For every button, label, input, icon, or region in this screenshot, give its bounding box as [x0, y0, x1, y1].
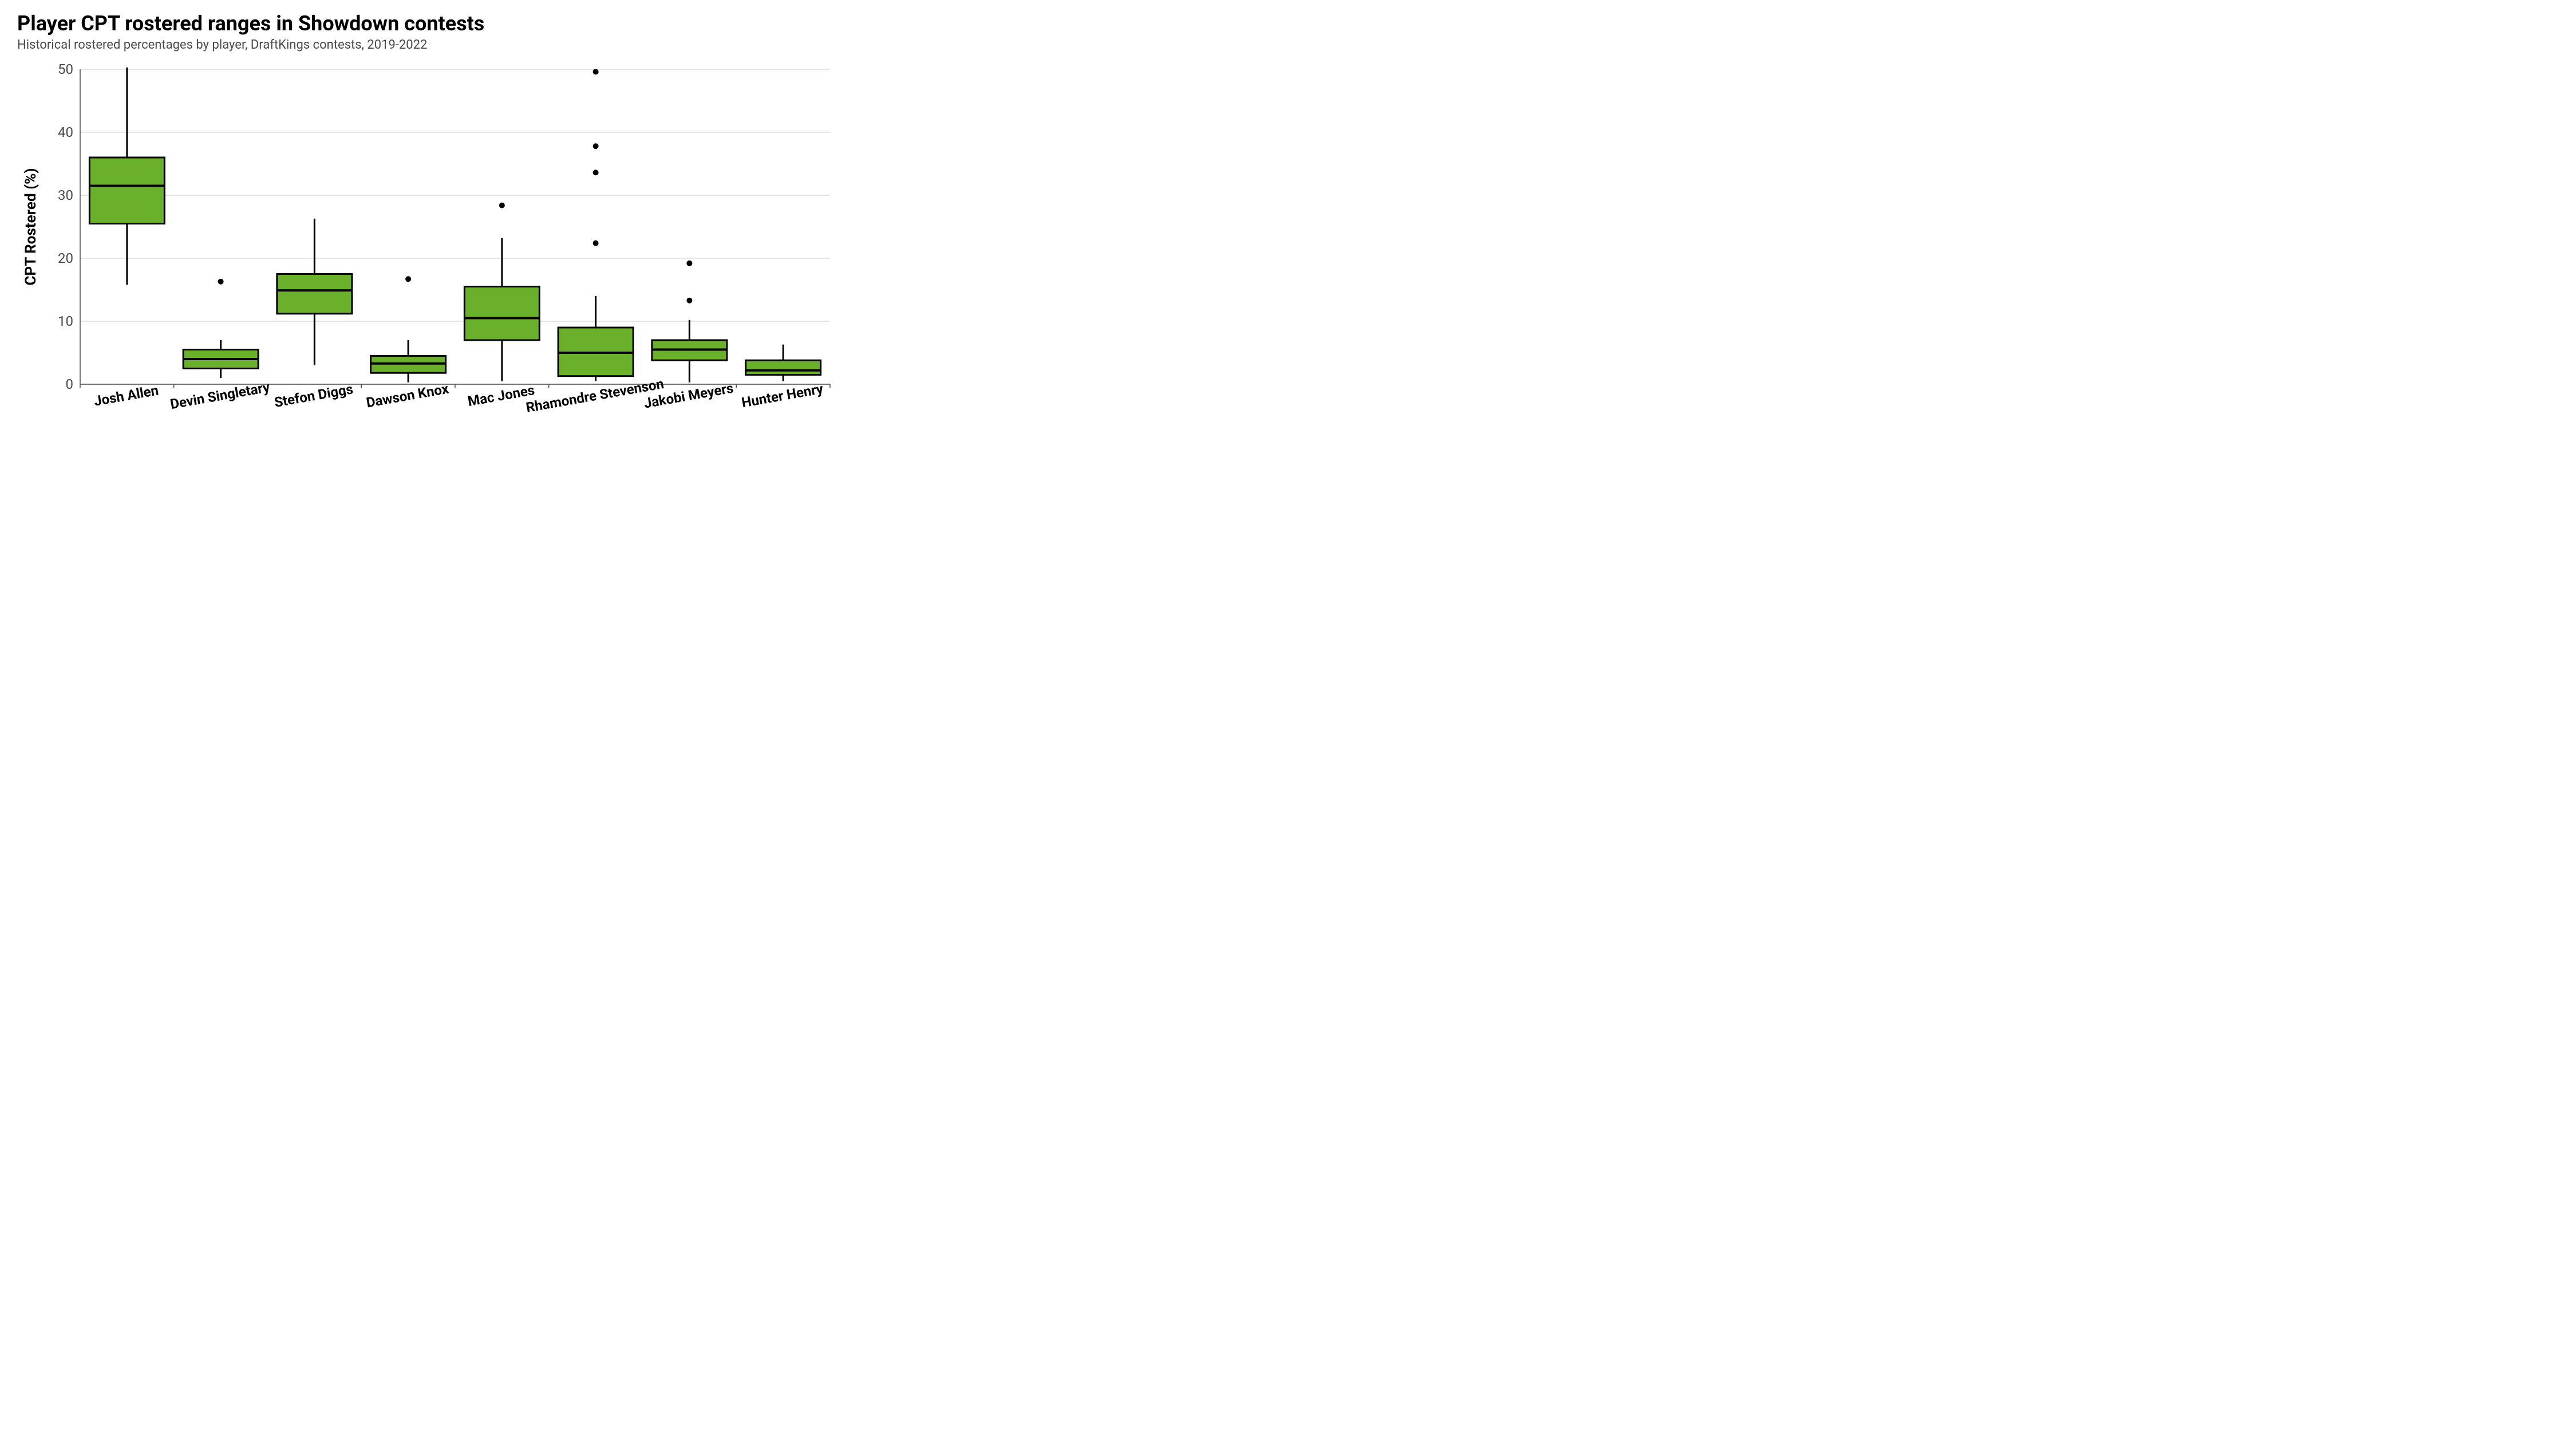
outlier-point — [593, 169, 599, 175]
y-tick-label: 50 — [58, 64, 73, 77]
x-tick-label: Stefon Diggs — [273, 381, 354, 411]
outlier-point — [499, 203, 505, 208]
x-tick-label: Josh Allen — [93, 382, 160, 409]
chart-container: 01020304050CPT Rostered (%)Josh AllenDev… — [17, 64, 841, 453]
y-tick-label: 20 — [58, 250, 73, 266]
x-tick-label: Dawson Knox — [365, 381, 451, 411]
outlier-point — [686, 298, 692, 303]
box — [277, 274, 352, 314]
box — [89, 157, 164, 224]
boxplot-chart: 01020304050CPT Rostered (%)Josh AllenDev… — [17, 64, 841, 453]
box — [746, 360, 821, 374]
chart-title: Player CPT rostered ranges in Showdown c… — [17, 11, 841, 36]
outlier-point — [593, 240, 599, 246]
outlier-point — [593, 143, 599, 149]
y-axis-label: CPT Rostered (%) — [22, 168, 39, 285]
y-tick-label: 10 — [58, 313, 73, 329]
box — [464, 287, 539, 341]
y-tick-label: 30 — [58, 187, 73, 203]
x-tick-label: Hunter Henry — [740, 381, 825, 411]
chart-subtitle: Historical rostered percentages by playe… — [17, 38, 841, 52]
outlier-point — [405, 276, 411, 282]
outlier-point — [593, 69, 599, 74]
outlier-point — [686, 261, 692, 266]
y-tick-label: 40 — [58, 124, 73, 140]
y-tick-label: 0 — [66, 376, 74, 392]
outlier-point — [218, 279, 224, 285]
